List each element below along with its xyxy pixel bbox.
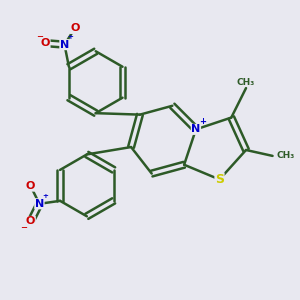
Text: O: O: [26, 217, 35, 226]
Text: S: S: [215, 173, 224, 186]
Text: −: −: [21, 223, 28, 232]
Text: O: O: [40, 38, 50, 48]
Text: +: +: [67, 34, 73, 40]
Text: CH₃: CH₃: [277, 152, 295, 160]
Text: −: −: [36, 32, 43, 41]
Text: +: +: [42, 194, 48, 200]
Text: N: N: [35, 199, 44, 209]
Text: O: O: [26, 181, 35, 191]
Text: O: O: [70, 23, 80, 33]
Text: CH₃: CH₃: [237, 78, 255, 87]
Text: N: N: [191, 124, 200, 134]
Text: +: +: [199, 117, 206, 126]
Text: N: N: [60, 40, 69, 50]
